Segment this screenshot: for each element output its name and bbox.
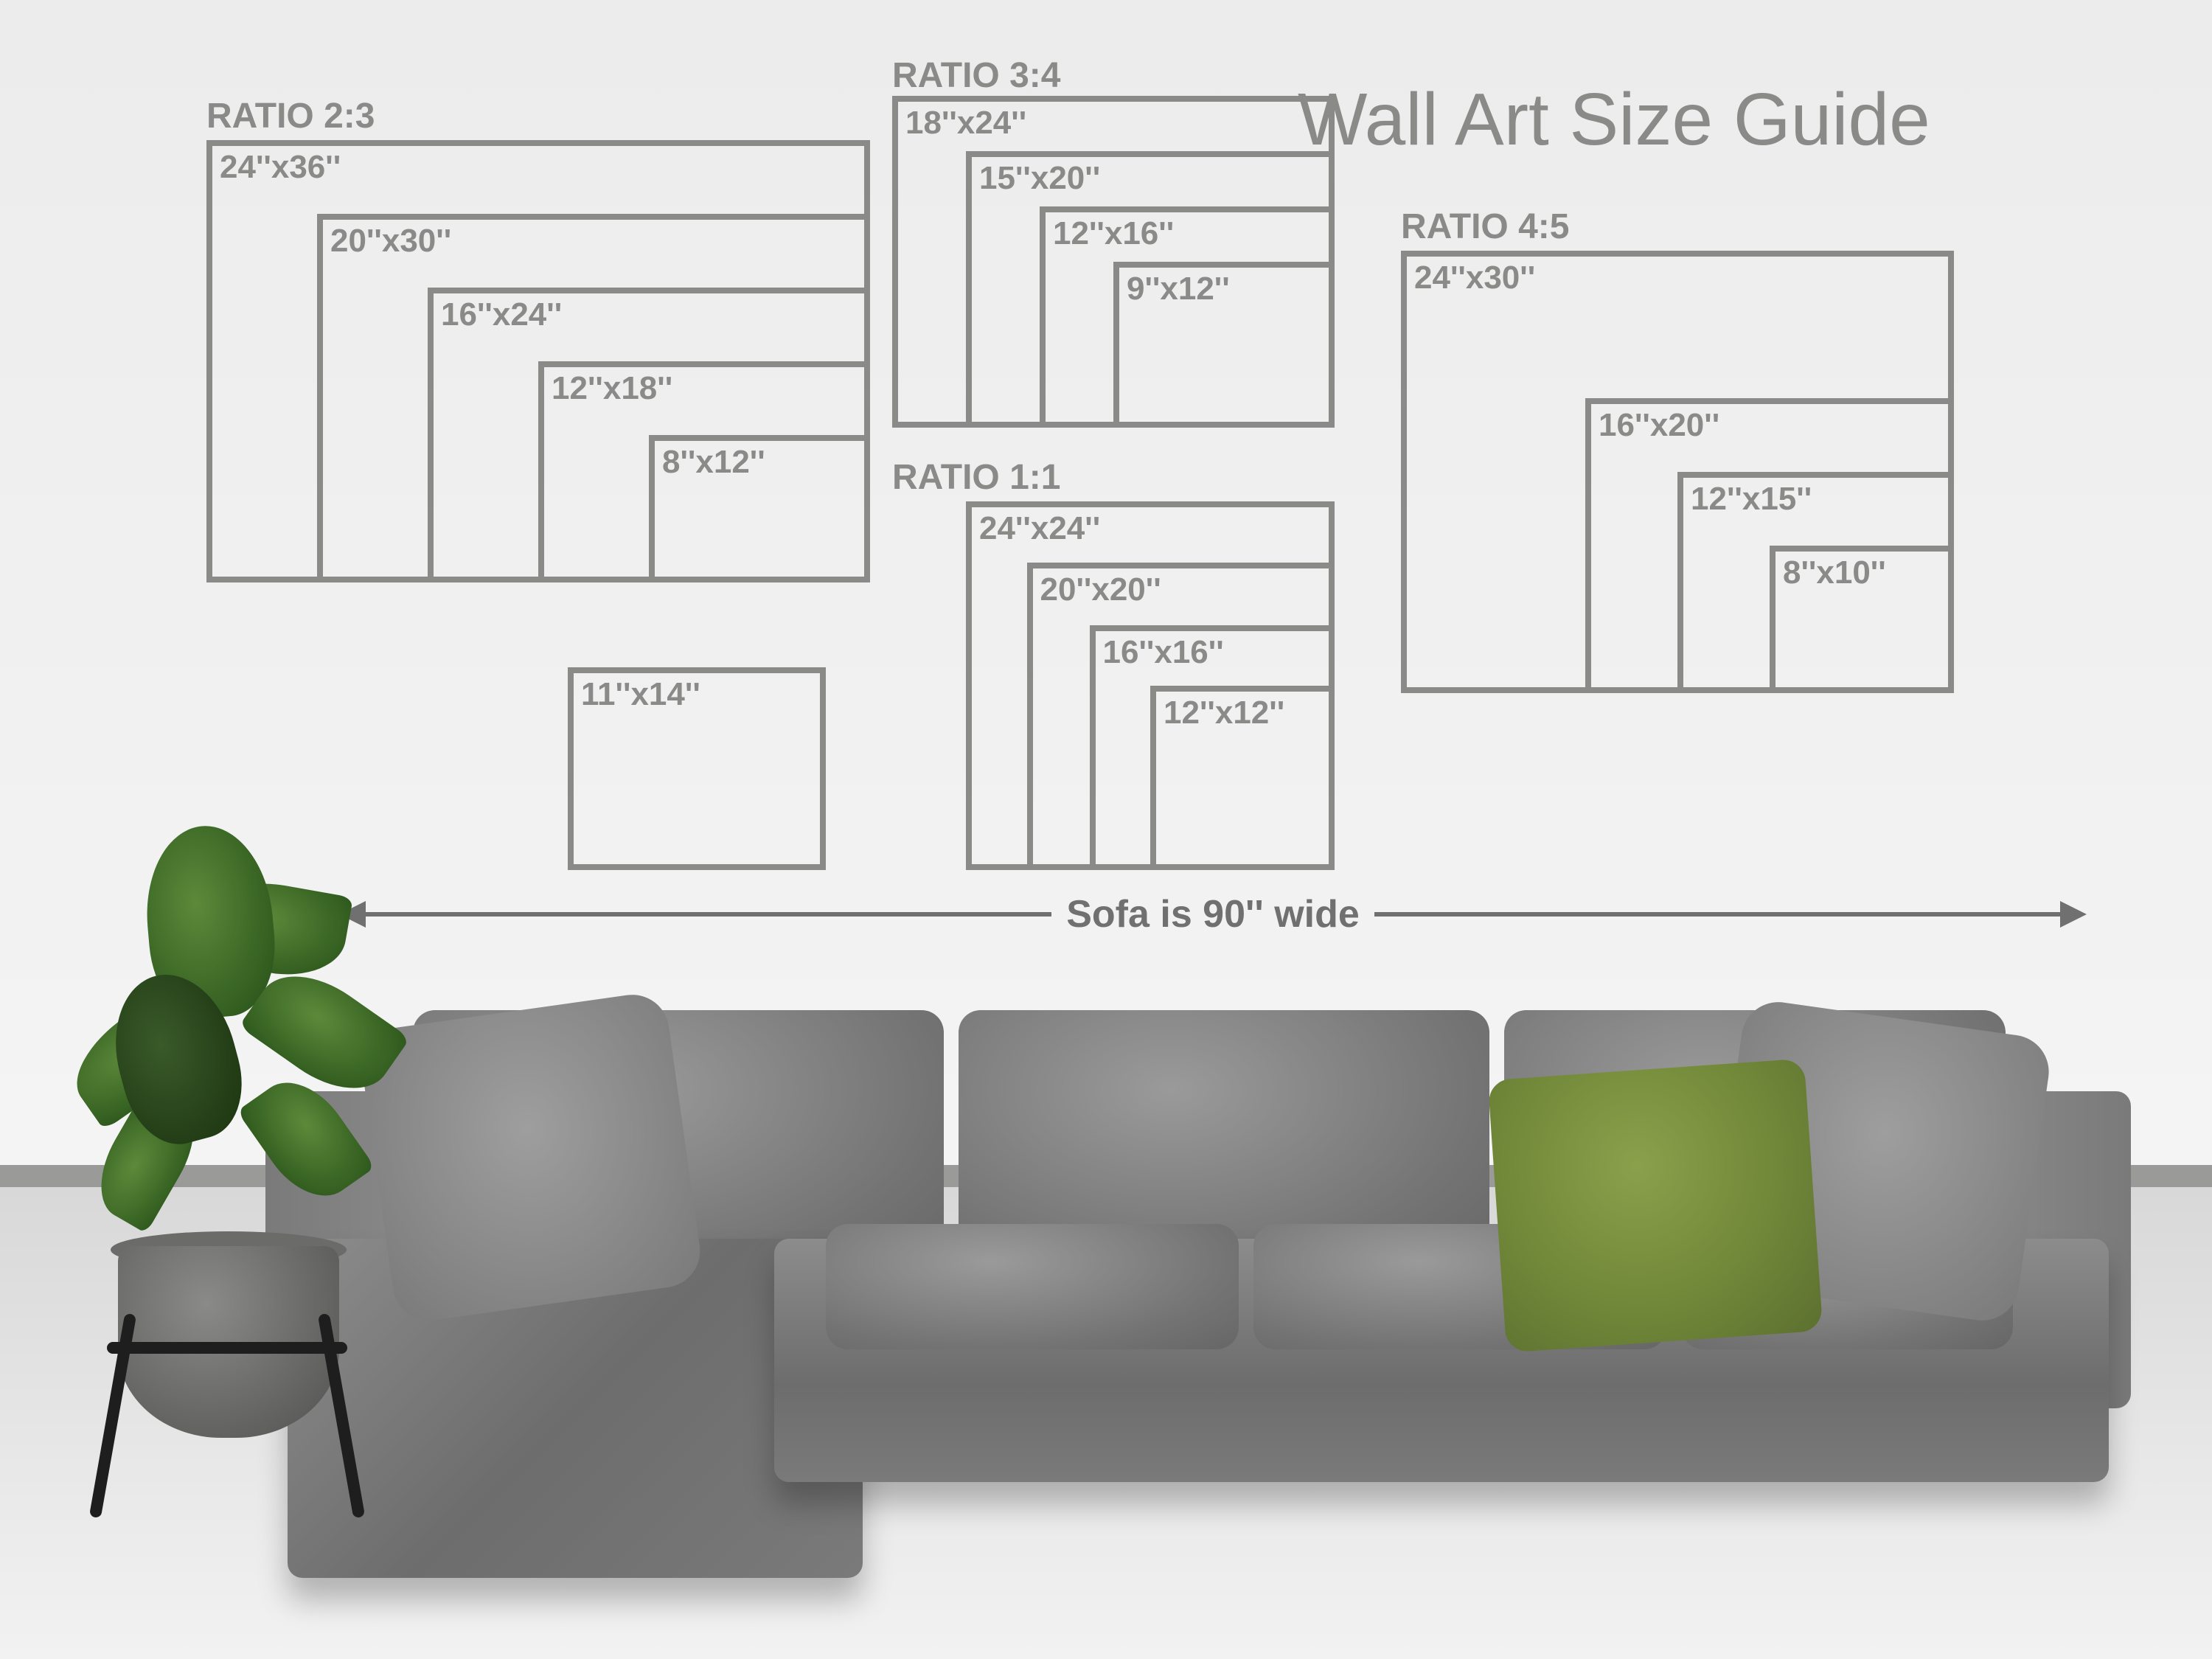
ratio-2-3-frame: 8''x12'' <box>649 435 870 582</box>
page-title: Wall Art Size Guide <box>1298 77 1930 162</box>
plant-stand-crossbar <box>107 1342 347 1354</box>
ratio-1-1-frame-label: 24''x24'' <box>979 510 1100 547</box>
sofa-green-pillow <box>1488 1058 1823 1352</box>
ratio-3-4-frame-label: 15''x20'' <box>979 160 1100 197</box>
ratio-11-14-frame-label: 11''x14'' <box>581 676 700 713</box>
plant-illustration <box>37 826 406 1489</box>
sofa-throw-pillow <box>357 990 705 1326</box>
sofa-seat-cushion <box>826 1224 1239 1349</box>
ratio-4-5-frame-label: 8''x10'' <box>1783 554 1886 591</box>
scale-line-right <box>1374 912 2060 917</box>
scale-line-left <box>366 912 1051 917</box>
ratio-2-3-frame-label: 8''x12'' <box>662 444 765 481</box>
ratio-4-5-title: RATIO 4:5 <box>1401 206 1569 247</box>
scale-indicator: Sofa is 90'' wide <box>339 892 2087 936</box>
ratio-1-1-frame-label: 20''x20'' <box>1040 571 1161 608</box>
ratio-1-1-frame-label: 16''x16'' <box>1103 634 1224 671</box>
ratio-3-4-frame: 9''x12'' <box>1113 262 1335 428</box>
ratio-2-3-frame-label: 24''x36'' <box>220 149 341 186</box>
ratio-1-1-frame: 12''x12'' <box>1150 686 1335 870</box>
ratio-3-4-frame-label: 18''x24'' <box>905 105 1026 142</box>
ratio-1-1-title: RATIO 1:1 <box>892 457 1060 498</box>
ratio-3-4-frame-label: 9''x12'' <box>1127 271 1230 307</box>
arrow-right-icon <box>2060 901 2087 928</box>
ratio-11-14-frame: 11''x14'' <box>568 667 826 870</box>
scale-label: Sofa is 90'' wide <box>1051 892 1374 936</box>
ratio-2-3-frame-label: 16''x24'' <box>441 296 562 333</box>
ratio-2-3-title: RATIO 2:3 <box>206 96 375 136</box>
ratio-3-4-frame-label: 12''x16'' <box>1053 215 1174 252</box>
ratio-4-5-frame-label: 12''x15'' <box>1691 481 1812 518</box>
sofa-illustration <box>288 981 2131 1512</box>
ratio-2-3-frame-label: 20''x30'' <box>330 223 451 260</box>
ratio-4-5-frame: 8''x10'' <box>1770 546 1954 693</box>
ratio-4-5-frame-label: 24''x30'' <box>1414 260 1535 296</box>
ratio-3-4-title: RATIO 3:4 <box>892 55 1060 96</box>
ratio-4-5-frame-label: 16''x20'' <box>1599 407 1719 444</box>
ratio-2-3-frame-label: 12''x18'' <box>552 370 672 407</box>
ratio-1-1-frame-label: 12''x12'' <box>1164 695 1284 731</box>
